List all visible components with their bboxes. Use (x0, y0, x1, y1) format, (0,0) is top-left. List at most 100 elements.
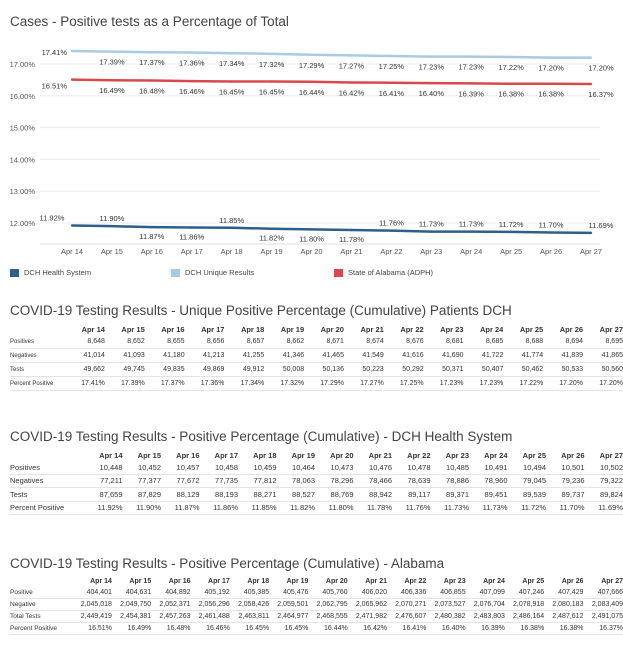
data-point[interactable] (70, 78, 74, 81)
data-point[interactable] (190, 79, 193, 83)
data-point[interactable] (270, 227, 273, 230)
table-cell: 16.48% (151, 622, 191, 635)
data-point[interactable] (230, 51, 233, 55)
table-cell: 8,688 (503, 335, 544, 349)
column-header: Apr 20 (320, 324, 344, 334)
column-header: Apr 24 (483, 578, 505, 585)
data-label: 17.36% (179, 59, 205, 68)
data-point[interactable] (470, 82, 473, 85)
data-label: 17.23% (459, 63, 485, 72)
x-tick-label: Apr 19 (261, 247, 283, 256)
data-point[interactable] (549, 82, 553, 85)
data-point[interactable] (470, 55, 473, 58)
data-point[interactable] (310, 80, 313, 84)
data-point[interactable] (310, 53, 313, 56)
data-point[interactable] (430, 55, 433, 58)
column-header: Apr 20 (325, 578, 348, 585)
data-point[interactable] (390, 54, 393, 58)
data-point[interactable] (70, 49, 74, 53)
y-tick-label: 14.00% (10, 155, 36, 164)
table-cell: 49,745 (104, 362, 145, 377)
table-cell: 10,457 (161, 461, 200, 475)
data-point[interactable] (390, 229, 393, 232)
series-line[interactable] (71, 78, 592, 86)
table-cell: 10,494 (507, 461, 546, 475)
table-cell: 77,812 (238, 474, 277, 488)
table-cell: 49,869 (184, 362, 225, 377)
data-point[interactable] (509, 55, 513, 59)
data-point[interactable] (350, 81, 353, 84)
series-line[interactable] (71, 49, 591, 59)
data-point[interactable] (230, 226, 233, 229)
table-cell: 2,486,164 (504, 610, 545, 623)
table-cell: 11.80% (315, 501, 354, 515)
table-cell: 2,056,296 (190, 598, 230, 611)
data-label: 11.73% (419, 220, 444, 229)
data-point[interactable] (110, 224, 114, 228)
data-point[interactable] (509, 230, 513, 234)
x-tick-label: Apr 14 (61, 247, 83, 256)
table-cell: 78,466 (353, 474, 392, 488)
data-point[interactable] (190, 226, 193, 229)
data-point[interactable] (430, 81, 433, 85)
data-point[interactable] (589, 231, 593, 235)
row-label: Positives (10, 461, 84, 475)
data-point[interactable] (150, 225, 154, 229)
table-row: Percent Positive 11.92% 11.90% 11.87% 11.86%… (10, 501, 623, 515)
data-point[interactable] (350, 228, 353, 232)
table-header-row: Apr 14 Apr 15 Apr 16 Apr 17 Apr 18 Apr 19 Apr … (10, 449, 623, 461)
x-tick-label: Apr 24 (460, 247, 482, 256)
table-cell: 88,942 (353, 487, 392, 502)
table-cell: 17.29% (304, 376, 344, 391)
x-tick-label: Apr 20 (300, 247, 322, 256)
row-label: Positives (10, 335, 66, 349)
data-point[interactable] (270, 80, 273, 83)
table-cell: 11.69% (584, 501, 623, 515)
data-point[interactable] (430, 230, 433, 233)
table-header-row: Apr 14 Apr 15 Apr 16 Apr 17 Apr 18 Apr 19 Apr … (10, 323, 623, 335)
data-point[interactable] (190, 51, 193, 54)
table-cell: 41,722 (463, 348, 504, 363)
data-point[interactable] (110, 79, 114, 82)
data-label: 16.46% (179, 87, 205, 96)
column-header: Apr 21 (368, 450, 392, 460)
table-cell: 16.38% (544, 622, 584, 635)
data-point[interactable] (470, 230, 473, 233)
table-cell: 50,223 (343, 362, 384, 377)
data-point[interactable] (589, 82, 593, 86)
table-cell: 89,371 (430, 487, 469, 502)
row-label: Negative (10, 598, 73, 611)
series-line[interactable] (71, 224, 592, 235)
table-cell: 8,694 (543, 335, 584, 349)
data-point[interactable] (549, 231, 553, 234)
data-point[interactable] (509, 82, 513, 85)
column-header: Apr 16 (176, 450, 200, 460)
row-label: Negatives (10, 474, 84, 488)
legend-item-state-of-alabama[interactable]: State of Alabama (ADPH) (334, 268, 433, 277)
data-point[interactable] (110, 50, 114, 53)
data-point[interactable] (310, 228, 313, 231)
table-row: Percent Positive 16.51% 16.49% 16.48% 16.46%… (10, 622, 623, 635)
data-point[interactable] (390, 81, 393, 84)
table-cell: 2,463,811 (229, 610, 270, 623)
data-point[interactable] (150, 79, 154, 82)
data-point[interactable] (350, 54, 353, 57)
column-header: Apr 23 (440, 324, 464, 334)
table-cell: 405,192 (190, 587, 230, 599)
column-header: Apr 22 (404, 578, 427, 585)
table-cell: 2,065,962 (347, 598, 387, 611)
column-header: Apr 14 (90, 578, 112, 585)
data-point[interactable] (150, 51, 154, 54)
legend-item-dch-unique-results[interactable]: DCH Unique Results (171, 268, 254, 277)
row-label: Positive (10, 587, 73, 599)
data-point[interactable] (230, 80, 233, 83)
data-point[interactable] (70, 224, 74, 227)
data-point[interactable] (589, 56, 593, 59)
table-cell: 17.34% (224, 376, 265, 391)
data-point[interactable] (549, 56, 553, 59)
data-point[interactable] (270, 52, 273, 56)
data-label: 11.80% (299, 234, 324, 243)
legend-item-dch-health-system[interactable]: DCH Health System (10, 268, 91, 277)
table-cell: 50,462 (503, 362, 544, 377)
column-header: Apr 17 (214, 450, 238, 460)
